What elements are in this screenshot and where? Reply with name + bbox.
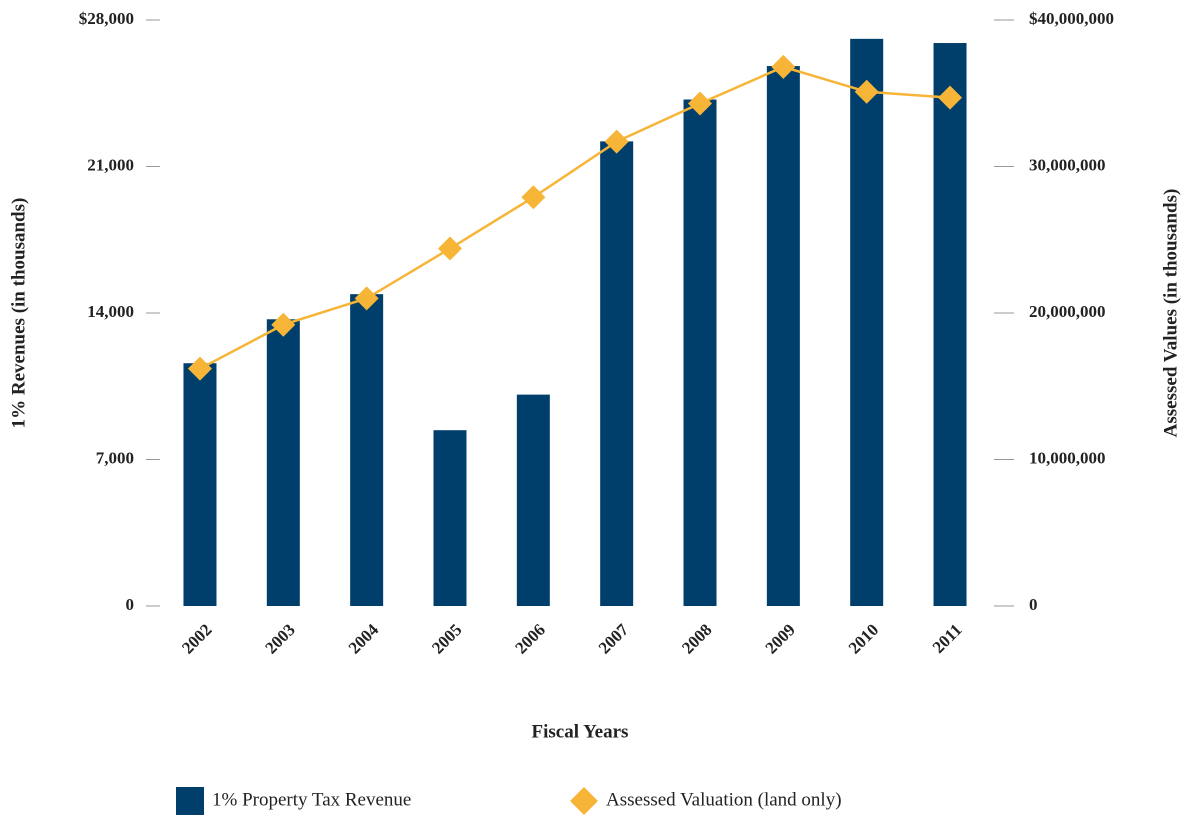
x-tick-label: 2007 [595,620,633,658]
legend-label: Assessed Valuation (land only) [606,789,842,810]
y2-tick-label: 0 [1029,595,1038,614]
marker [271,312,296,337]
marker [688,91,713,116]
y-tick-label: 7,000 [96,448,134,467]
bar [933,43,967,607]
x-tick-label: 2003 [261,620,298,657]
y-tick-label: 14,000 [87,302,134,321]
x-tick-label: 2008 [678,620,715,657]
marker [604,129,629,154]
x-tick-label: 2006 [511,620,548,657]
x-tick-label: 2005 [428,620,465,657]
y2-tick-label: 10,000,000 [1029,448,1106,467]
marker [187,356,212,381]
y2-tick-label: $40,000,000 [1029,9,1114,28]
marker [854,79,879,104]
y-tick-label: $28,000 [79,9,134,28]
x-tick-label: 2004 [345,620,383,658]
bar [350,294,384,606]
x-tick-label: 2011 [929,620,966,657]
legend-swatch [570,787,598,815]
y2-axis-title: Assessed Values (in thousands) [1160,189,1181,438]
bar [183,363,217,606]
marker [437,236,462,261]
legend-label: 1% Property Tax Revenue [212,789,411,810]
bar [766,66,800,607]
marker [938,85,963,110]
legend-swatch [176,787,204,815]
bar [850,38,884,607]
x-tick-label: 2002 [178,620,215,657]
bar [266,319,300,606]
x-tick-label: 2009 [761,620,798,657]
marker [354,286,379,311]
bar [683,99,717,607]
marker [521,185,546,210]
y-tick-label: 0 [126,595,135,614]
y-axis-title: 1% Revenues (in thousands) [8,198,29,429]
y2-tick-label: 20,000,000 [1029,302,1106,321]
bar [516,394,550,606]
bar [600,141,634,606]
bar [433,430,467,606]
y-tick-label: 21,000 [87,155,134,174]
line [199,65,951,370]
marker [771,54,796,79]
x-axis-title: Fiscal Years [532,721,629,742]
y2-tick-label: 30,000,000 [1029,155,1106,174]
x-tick-label: 2010 [845,620,882,657]
